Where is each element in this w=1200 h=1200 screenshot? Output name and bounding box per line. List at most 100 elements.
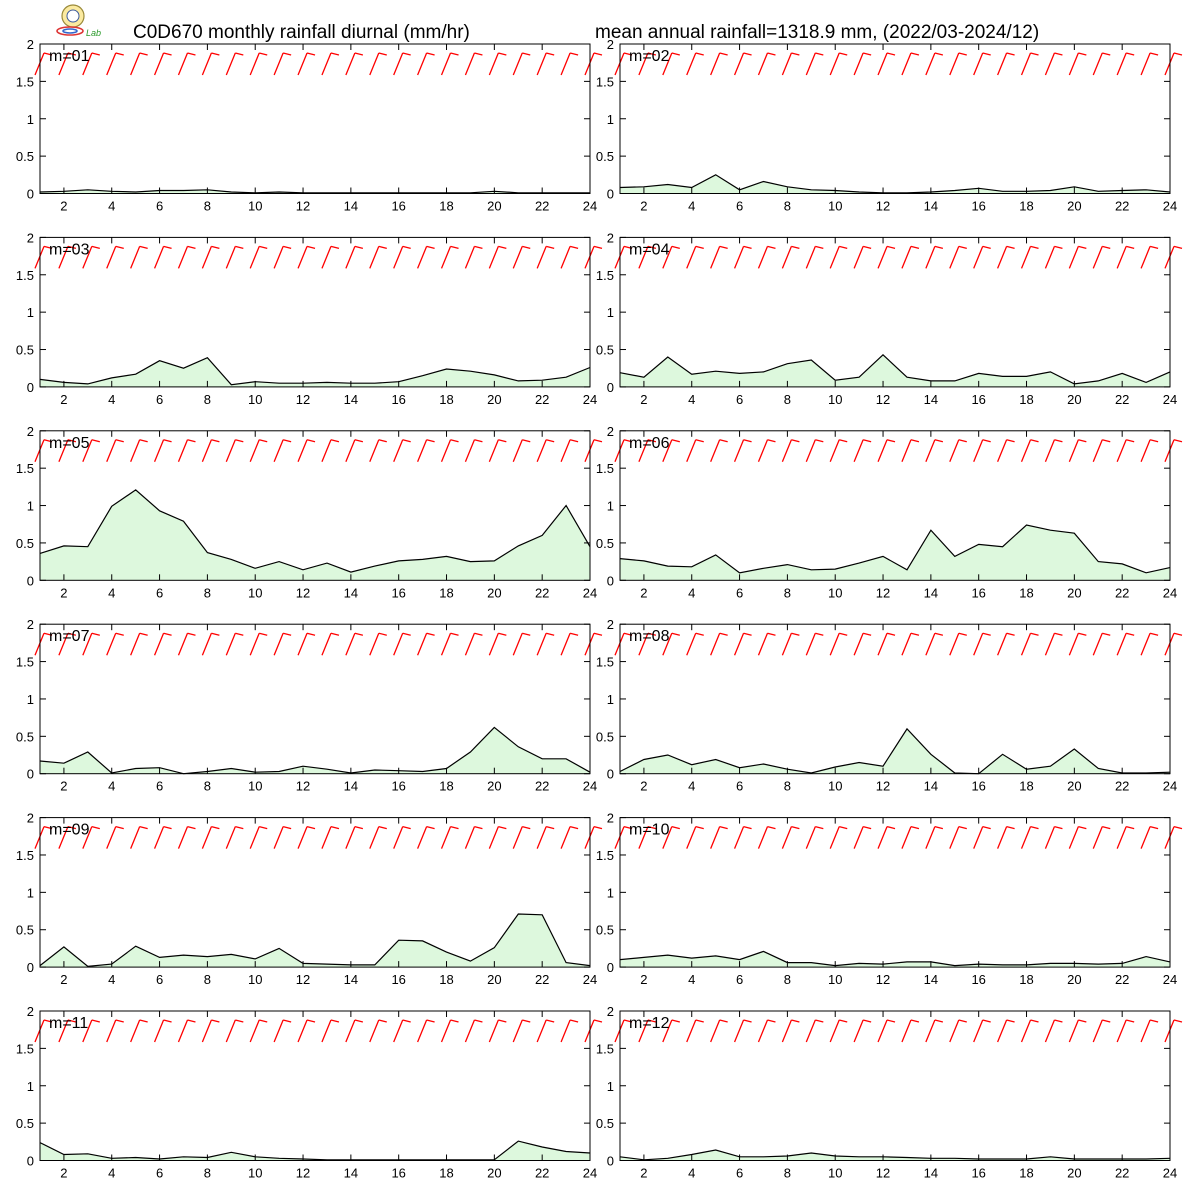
wind-barb [757, 439, 769, 463]
wind-barb-flag [1078, 632, 1087, 636]
wind-barb-flag [1126, 52, 1135, 56]
wind-barb-flag [139, 825, 148, 830]
wind-barb-flag [1173, 245, 1183, 250]
wind-barb-flag [1102, 632, 1111, 636]
wind-barb-flag [139, 245, 148, 250]
wind-barb-flag [815, 52, 824, 56]
wind-barb [201, 632, 212, 656]
y-tick-label: 1.5 [16, 848, 34, 863]
wind-barb-flag [187, 52, 196, 56]
x-tick-label: 8 [204, 779, 211, 794]
wind-barbs [614, 632, 1183, 656]
x-tick-label: 8 [784, 1166, 791, 1181]
x-tick-label: 16 [391, 972, 405, 987]
wind-barb-flag [354, 52, 364, 56]
wind-barb-flag [862, 825, 872, 830]
y-tick-label: 1 [607, 692, 614, 707]
x-tick-label: 14 [344, 779, 358, 794]
x-tick-label: 12 [876, 779, 890, 794]
wind-barb [973, 52, 984, 76]
rainfall-area [40, 489, 590, 581]
wind-barb-flag [934, 825, 944, 830]
wind-barb [369, 826, 380, 849]
wind-barb [153, 439, 165, 463]
wind-barb [536, 439, 547, 463]
wind-barb [1068, 246, 1079, 269]
wind-barb [225, 1019, 236, 1043]
x-tick-label: 4 [108, 972, 115, 987]
wind-barb [1044, 1019, 1056, 1043]
y-tick-label: 1 [607, 112, 614, 127]
wind-barb [464, 632, 476, 656]
wind-barb [488, 632, 499, 656]
wind-barb-flag [235, 825, 244, 830]
y-tick-label: 1 [27, 499, 34, 514]
wind-barb [58, 1019, 69, 1043]
wind-barb [781, 1019, 792, 1043]
x-tick-label: 6 [156, 392, 163, 407]
x-tick-label: 22 [535, 199, 549, 214]
wind-barb [201, 52, 212, 76]
wind-barb [536, 52, 547, 76]
wind-barb-flag [330, 439, 340, 443]
wind-barb [1020, 826, 1032, 849]
wind-barb-flag [719, 245, 728, 250]
wind-barb [686, 632, 697, 656]
x-tick-label: 10 [248, 199, 262, 214]
x-tick-label: 4 [688, 972, 695, 987]
wind-barb-flag [546, 245, 555, 250]
wind-barb [177, 439, 189, 463]
x-tick-label: 22 [1115, 972, 1129, 987]
wind-barbs [34, 439, 603, 463]
x-tick-label: 2 [60, 199, 67, 214]
wind-barb-flag [886, 1019, 896, 1023]
wind-barb-flag [767, 439, 776, 443]
y-tick-label: 1 [607, 305, 614, 320]
panel-frame [39, 43, 591, 194]
wind-barb [58, 826, 69, 849]
wind-barb-flag [569, 52, 579, 56]
y-tick-label: 2 [27, 1004, 34, 1019]
wind-barb-flag [1054, 825, 1063, 830]
wind-barb [369, 632, 380, 656]
wind-barb [82, 52, 93, 76]
y-tick-label: 2 [27, 617, 34, 632]
panel-label: m=10 [629, 822, 670, 839]
wind-barb-flag [235, 1019, 244, 1023]
wind-barb-flag [982, 52, 991, 56]
wind-barb [464, 439, 476, 463]
wind-barb-flag [569, 632, 579, 636]
x-tick-label: 4 [688, 585, 695, 600]
x-tick-label: 6 [736, 585, 743, 600]
wind-barb-flag [647, 245, 657, 250]
wind-barb [1092, 439, 1103, 463]
wind-barb [369, 1019, 380, 1043]
wind-barb [925, 439, 936, 463]
x-tick-label: 10 [828, 585, 842, 600]
rainfall-area [40, 1141, 590, 1161]
wind-barb [1116, 439, 1127, 463]
wind-barb-flag [1054, 245, 1063, 250]
wind-barb-flag [378, 825, 387, 830]
wind-barb-flag [354, 825, 364, 830]
panel-label: m=05 [49, 435, 90, 452]
wind-barb [369, 439, 380, 463]
wind-barb-flag [43, 825, 53, 830]
wind-barb-flag [211, 52, 220, 56]
y-tick-label: 1.5 [16, 268, 34, 283]
x-tick-label: 12 [296, 199, 310, 214]
wind-barb-flag [886, 825, 896, 830]
wind-barb [901, 439, 912, 463]
x-tick-label: 20 [1067, 392, 1081, 407]
x-tick-label: 16 [971, 779, 985, 794]
wind-barb [177, 246, 189, 269]
wind-barb-flag [187, 439, 196, 443]
x-tick-label: 22 [535, 1166, 549, 1181]
x-tick-label: 8 [204, 392, 211, 407]
wind-barb-flag [115, 825, 124, 830]
y-tick-label: 0.5 [16, 1116, 34, 1131]
wind-barb-flag [235, 439, 244, 443]
rainfall-area [40, 357, 590, 387]
wind-barb [177, 1019, 189, 1043]
wind-barb-flag [791, 439, 800, 443]
